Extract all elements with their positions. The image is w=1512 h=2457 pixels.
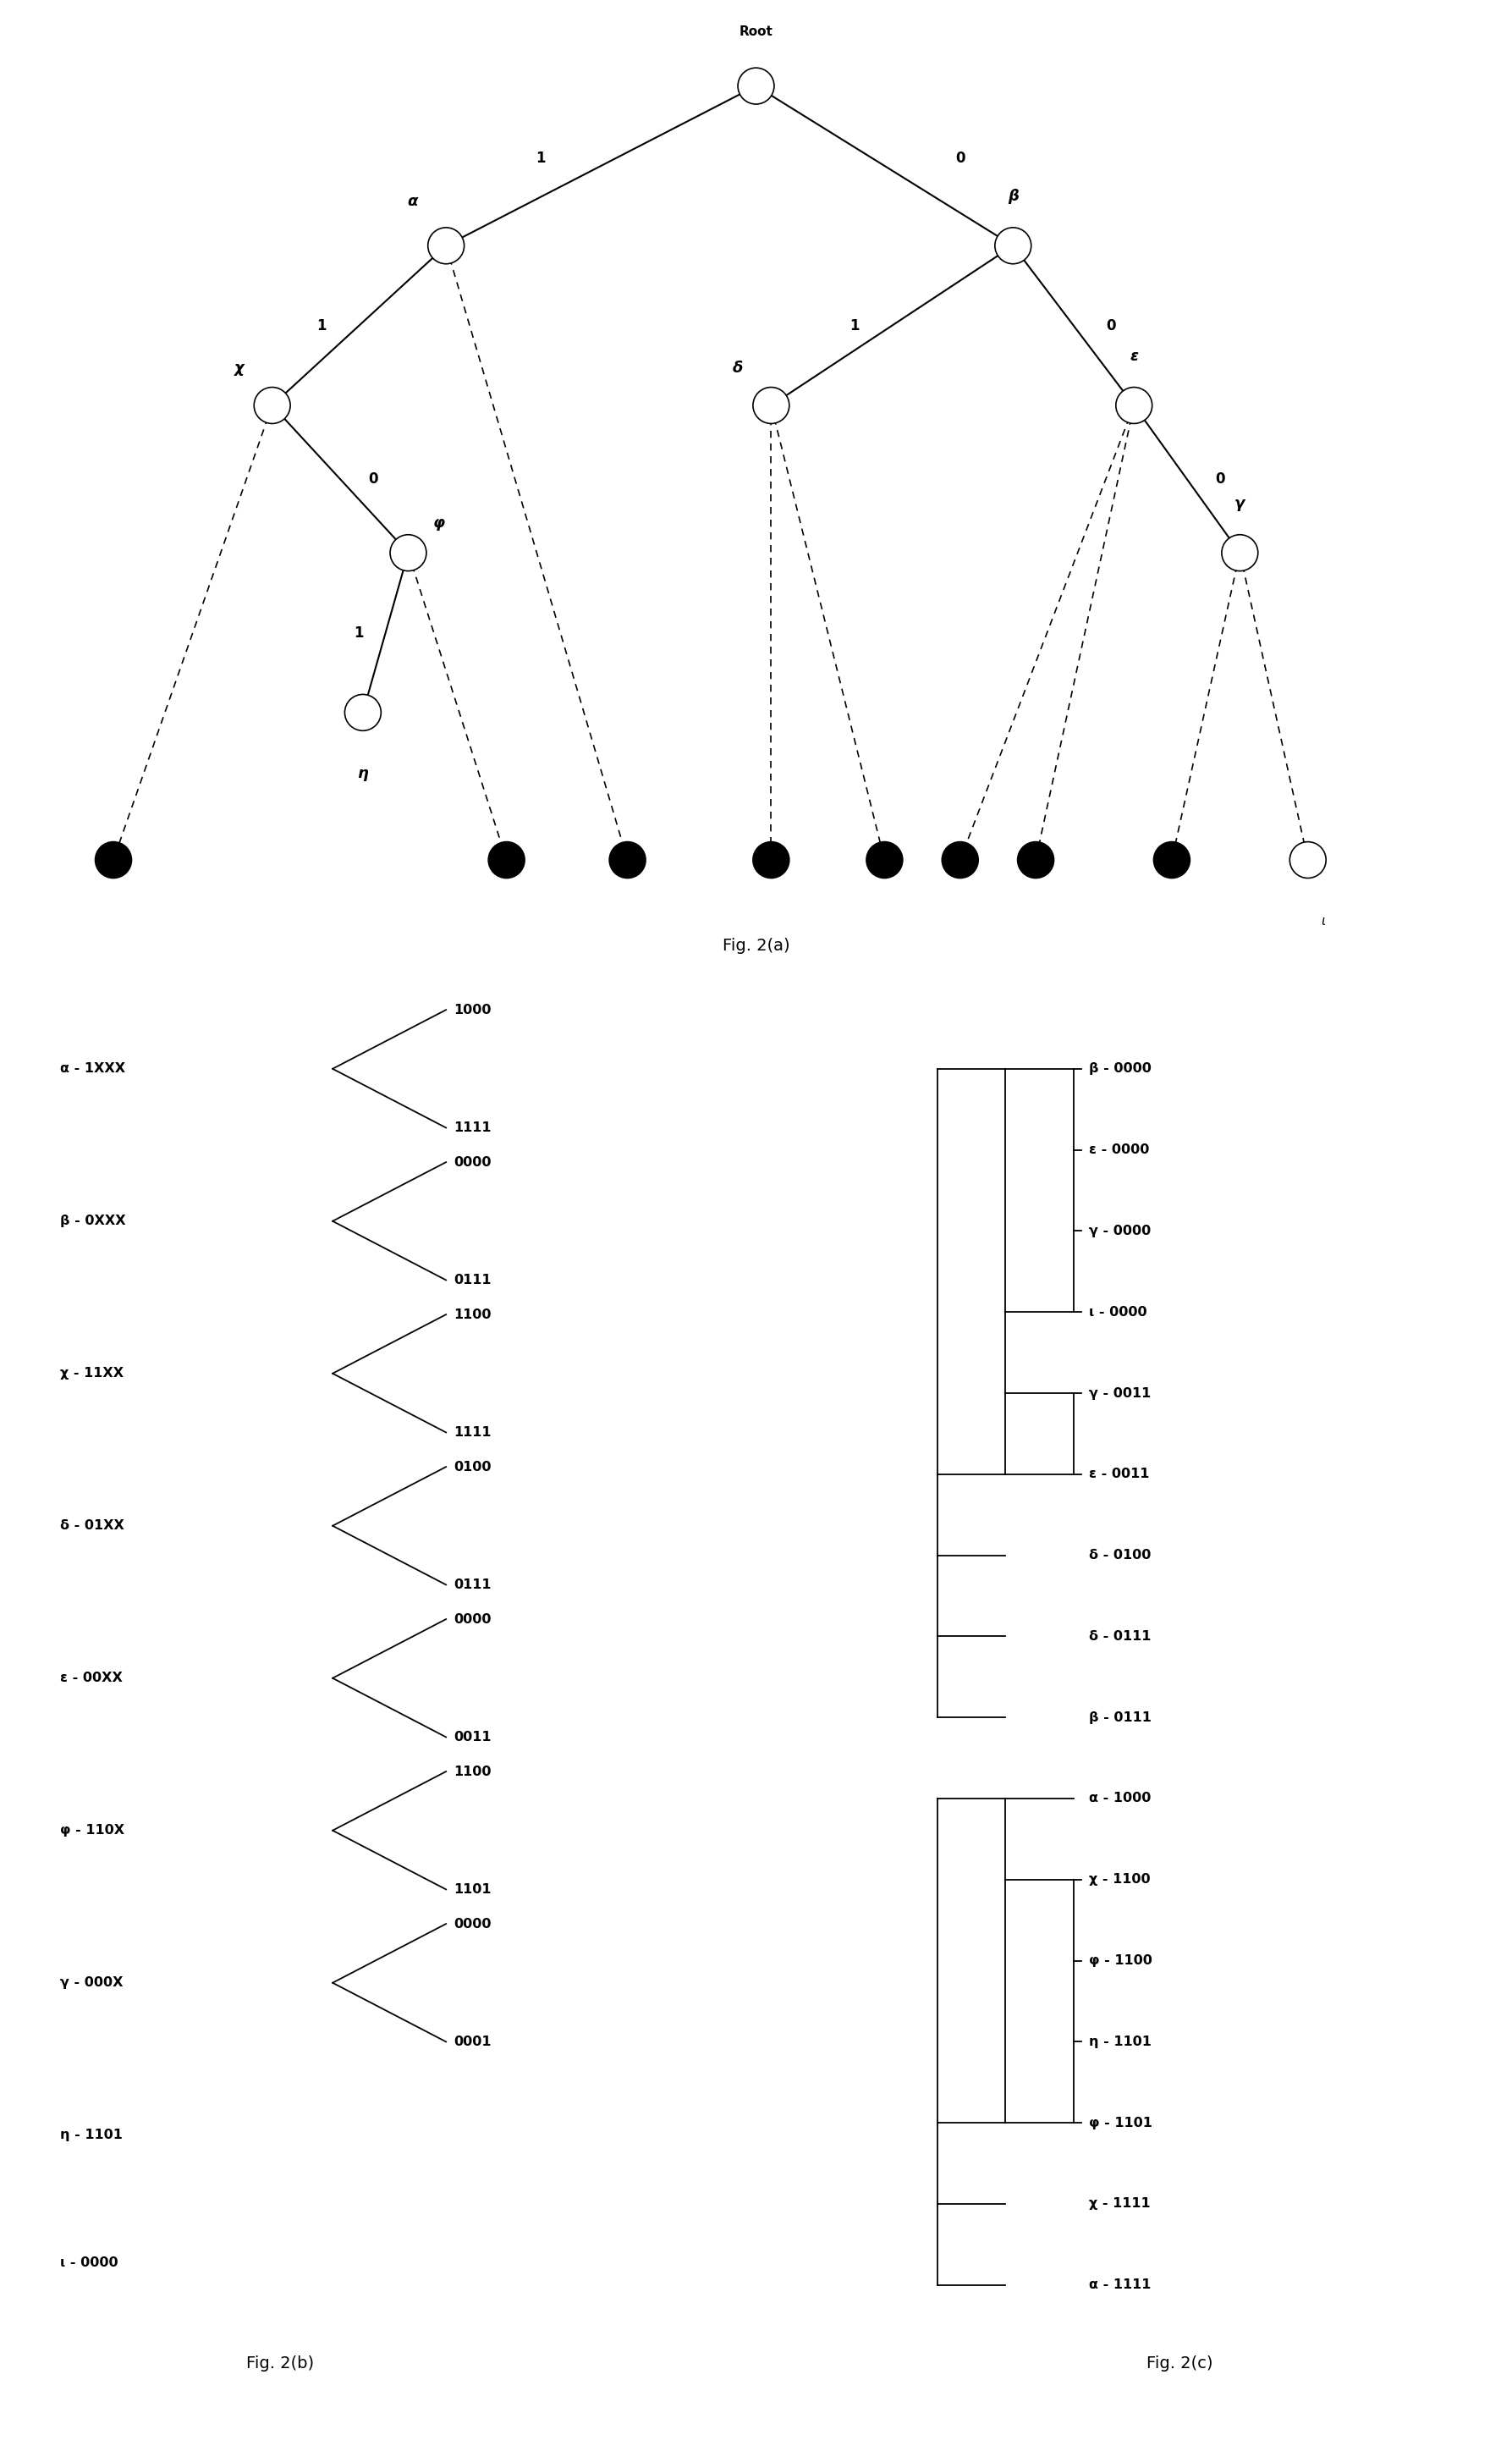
Text: φ - 110X: φ - 110X: [60, 1823, 125, 1838]
Text: ι: ι: [1321, 914, 1325, 929]
Ellipse shape: [1116, 388, 1152, 423]
Text: 1100: 1100: [454, 1764, 491, 1779]
Text: Fig. 2(a): Fig. 2(a): [723, 939, 789, 953]
Text: δ - 0100: δ - 0100: [1089, 1548, 1151, 1563]
Ellipse shape: [488, 843, 525, 877]
Ellipse shape: [942, 843, 978, 877]
Ellipse shape: [254, 388, 290, 423]
Text: δ - 0111: δ - 0111: [1089, 1629, 1151, 1644]
Text: 0111: 0111: [454, 1273, 491, 1287]
Text: γ - 0011: γ - 0011: [1089, 1386, 1151, 1400]
Text: 1100: 1100: [454, 1307, 491, 1322]
Text: 0000: 0000: [454, 1155, 491, 1170]
Text: 0: 0: [956, 150, 965, 167]
Text: η - 1101: η - 1101: [60, 2128, 122, 2143]
Ellipse shape: [1222, 536, 1258, 570]
Text: 1: 1: [535, 150, 546, 167]
Text: 0: 0: [1216, 472, 1225, 486]
Text: 1000: 1000: [454, 1002, 491, 1017]
Text: δ - 01XX: δ - 01XX: [60, 1518, 124, 1533]
Text: δ: δ: [733, 361, 742, 376]
Text: ι - 0000: ι - 0000: [1089, 1305, 1146, 1319]
Text: χ - 11XX: χ - 11XX: [60, 1366, 124, 1381]
Text: 0111: 0111: [454, 1577, 491, 1592]
Ellipse shape: [95, 843, 132, 877]
Ellipse shape: [753, 388, 789, 423]
Text: 0001: 0001: [454, 2034, 491, 2049]
Ellipse shape: [1018, 843, 1054, 877]
Text: Root: Root: [739, 25, 773, 39]
Text: χ: χ: [234, 361, 243, 376]
Ellipse shape: [1290, 843, 1326, 877]
Ellipse shape: [738, 69, 774, 103]
Text: γ - 0000: γ - 0000: [1089, 1224, 1151, 1238]
Text: β - 0XXX: β - 0XXX: [60, 1214, 125, 1228]
Text: φ: φ: [432, 516, 445, 531]
Text: φ - 1101: φ - 1101: [1089, 2115, 1152, 2130]
Text: 0100: 0100: [454, 1459, 491, 1474]
Text: η - 1101: η - 1101: [1089, 2034, 1151, 2049]
Text: ι - 0000: ι - 0000: [60, 2256, 118, 2270]
Text: γ - 000X: γ - 000X: [60, 1975, 124, 1990]
Text: 1: 1: [354, 624, 363, 641]
Text: Fig. 2(b): Fig. 2(b): [246, 2356, 313, 2371]
Text: α - 1111: α - 1111: [1089, 2278, 1151, 2292]
Text: 0000: 0000: [454, 1612, 491, 1627]
Text: 1: 1: [316, 317, 327, 334]
Text: 1101: 1101: [454, 1882, 491, 1897]
Text: ε - 00XX: ε - 00XX: [60, 1671, 122, 1686]
Text: γ: γ: [1235, 496, 1244, 511]
Text: ε - 0000: ε - 0000: [1089, 1143, 1149, 1157]
Text: 0000: 0000: [454, 1916, 491, 1931]
Text: α: α: [408, 194, 417, 209]
Ellipse shape: [866, 843, 903, 877]
Text: 1: 1: [850, 317, 859, 334]
Ellipse shape: [753, 843, 789, 877]
Text: η: η: [357, 767, 369, 781]
Text: χ - 1111: χ - 1111: [1089, 2197, 1151, 2211]
Text: 0: 0: [369, 472, 378, 486]
Text: 0011: 0011: [454, 1730, 491, 1744]
Text: 1111: 1111: [454, 1425, 491, 1440]
Text: β: β: [1007, 189, 1019, 204]
Text: 1111: 1111: [454, 1120, 491, 1135]
Text: α - 1XXX: α - 1XXX: [60, 1061, 125, 1076]
Text: α - 1000: α - 1000: [1089, 1791, 1151, 1806]
Ellipse shape: [428, 229, 464, 263]
Text: χ - 1100: χ - 1100: [1089, 1872, 1151, 1887]
Ellipse shape: [345, 695, 381, 730]
Ellipse shape: [995, 229, 1031, 263]
Text: ε: ε: [1129, 349, 1139, 364]
Text: 0: 0: [1107, 317, 1116, 334]
Text: ε - 0011: ε - 0011: [1089, 1467, 1149, 1482]
Text: φ - 1100: φ - 1100: [1089, 1953, 1152, 1968]
Text: β - 0000: β - 0000: [1089, 1061, 1151, 1076]
Ellipse shape: [1154, 843, 1190, 877]
Ellipse shape: [609, 843, 646, 877]
Text: Fig. 2(c): Fig. 2(c): [1146, 2356, 1213, 2371]
Text: β - 0111: β - 0111: [1089, 1710, 1151, 1725]
Ellipse shape: [390, 536, 426, 570]
